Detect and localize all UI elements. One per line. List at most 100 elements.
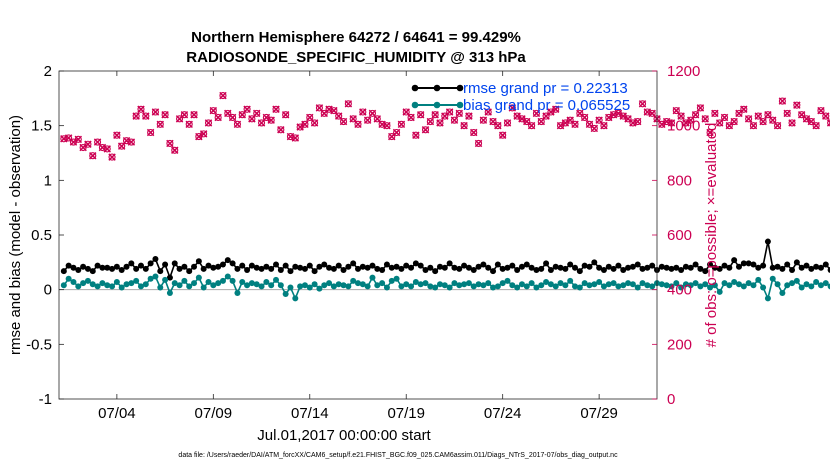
rmse-point xyxy=(769,264,776,271)
obs-possible-point xyxy=(571,120,579,128)
obs-evaluated-point xyxy=(740,105,748,113)
obs-evaluated-point xyxy=(190,111,198,119)
rmse-point xyxy=(764,238,771,245)
bias-point xyxy=(673,280,680,287)
obs-evaluated-point xyxy=(720,113,729,122)
left-axis-ticks: -1 -0.5 0 0.5 1 1.5 2 xyxy=(26,63,64,408)
obs-possible-point xyxy=(368,109,377,117)
obs-evaluated-point xyxy=(291,134,300,142)
rmse-point xyxy=(658,263,665,270)
obs-possible-point xyxy=(465,112,473,120)
bias-point xyxy=(191,280,198,287)
obs-possible-point xyxy=(711,109,719,117)
rmse-point xyxy=(350,260,357,267)
bias-point xyxy=(379,280,386,287)
obs-evaluated-point xyxy=(547,108,555,116)
obs-possible-point xyxy=(581,113,589,122)
bias-point xyxy=(128,280,135,287)
obs-possible-point xyxy=(677,112,685,120)
bias-point xyxy=(316,285,323,292)
obs-evaluated-point xyxy=(682,119,690,127)
rmse-point xyxy=(779,265,786,272)
obs-possible-point xyxy=(725,122,733,130)
bias-point xyxy=(171,280,178,287)
rmse-point xyxy=(793,259,800,266)
obs-evaluated-point xyxy=(600,121,608,130)
obs-possible-point xyxy=(248,115,256,123)
x-tick-label: 07/09 xyxy=(195,405,233,422)
rmse-point xyxy=(398,265,405,272)
rmse-point xyxy=(596,264,603,271)
rmse-point xyxy=(504,264,511,271)
bias-point xyxy=(109,283,116,290)
obs-possible-point xyxy=(749,122,758,130)
rmse-point xyxy=(465,264,472,271)
obs-evaluated-point xyxy=(344,100,353,108)
bias-point xyxy=(755,276,762,283)
rmse-point xyxy=(600,266,607,273)
rmse-point xyxy=(581,262,588,269)
rmse-point xyxy=(523,261,530,268)
rmse-point xyxy=(552,263,559,270)
rmse-point xyxy=(142,265,149,272)
obs-possible-point xyxy=(542,112,550,120)
rmse-point xyxy=(408,264,415,271)
legend-bias-marker-right xyxy=(456,101,464,109)
obs-evaluated-point xyxy=(161,111,169,119)
bias-point xyxy=(330,283,337,290)
rmse-point xyxy=(543,260,550,267)
chart-title-line1: Northern Hemisphere 64272 / 64641 = 99.4… xyxy=(191,29,521,46)
bias-point xyxy=(152,273,159,280)
obs-evaluated-point xyxy=(474,139,483,148)
bias-point xyxy=(60,282,67,289)
obs-evaluated-point xyxy=(691,111,700,119)
x-tick-label: 07/29 xyxy=(580,405,618,422)
bias-point xyxy=(750,282,757,289)
obs-possible-point xyxy=(759,118,767,126)
obs-evaluated-point xyxy=(551,105,560,113)
obs-possible-point xyxy=(812,122,820,130)
bias-point xyxy=(547,281,554,288)
bias-point xyxy=(321,282,328,289)
bias-point xyxy=(649,283,656,290)
bias-point xyxy=(340,282,347,289)
obs-evaluated-point xyxy=(638,100,647,108)
bias-point xyxy=(663,282,670,289)
rmse-point xyxy=(364,264,371,271)
obs-evaluated-point xyxy=(494,121,502,130)
obs-evaluated-point xyxy=(79,143,87,152)
rmse-point xyxy=(186,268,193,275)
obs-evaluated-point xyxy=(267,116,275,124)
rmse-point xyxy=(745,260,752,267)
rmse-point xyxy=(547,266,554,273)
obs-possible-point xyxy=(253,109,261,117)
obs-evaluated-point xyxy=(412,131,420,139)
obs-possible-point xyxy=(315,104,323,112)
obs-evaluated-point xyxy=(219,91,227,100)
bias-point xyxy=(499,280,506,287)
obs-possible-point xyxy=(528,122,536,130)
rmse-point xyxy=(311,268,318,275)
obs-evaluated-point xyxy=(711,109,719,118)
obs-evaluated-point xyxy=(783,109,791,118)
obs-possible-point xyxy=(349,115,357,123)
rmse-point xyxy=(774,263,781,270)
rmse-point xyxy=(244,266,251,273)
obs-evaluated-point xyxy=(180,111,189,119)
rmse-point xyxy=(518,263,525,270)
rmse-point xyxy=(668,265,675,272)
bias-point xyxy=(244,282,251,289)
obs-evaluated-point xyxy=(701,115,709,123)
bias-point xyxy=(678,284,685,291)
obs-possible-point xyxy=(151,108,160,116)
obs-evaluated-point xyxy=(508,104,517,112)
rmse-point xyxy=(528,264,535,271)
obs-evaluated-point xyxy=(296,123,304,131)
bias-point xyxy=(446,284,453,291)
right-tick-label: 1000 xyxy=(667,118,700,135)
rmse-point xyxy=(692,261,699,268)
obs-possible-point xyxy=(219,92,227,100)
bias-point xyxy=(567,277,574,284)
obs-possible-point xyxy=(754,112,762,120)
bias-point xyxy=(282,291,289,298)
